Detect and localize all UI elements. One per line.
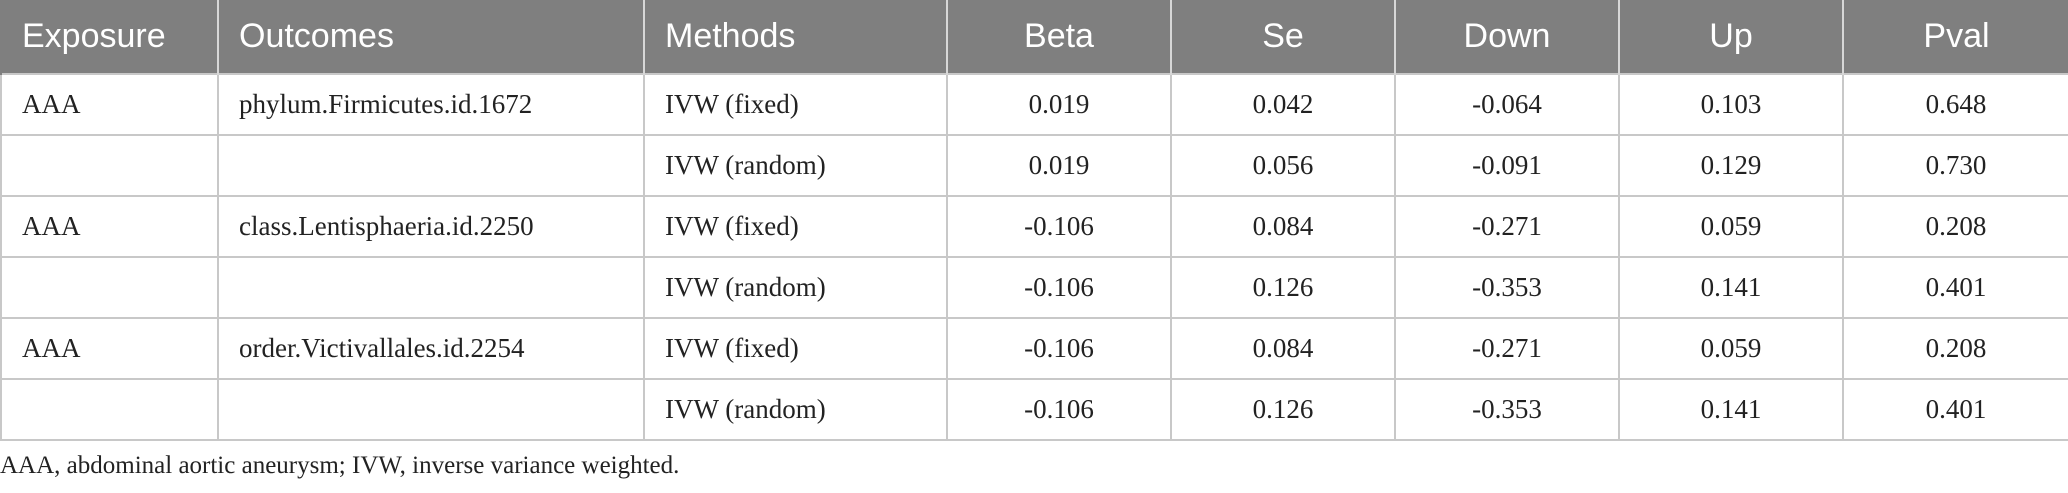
header-pval: Pval [1842,0,2068,74]
cell-up: 0.059 [1618,195,1844,258]
results-table: Exposure Outcomes Methods Beta Se Down U… [0,0,2068,441]
cell-down: -0.091 [1394,134,1620,197]
header-exposure: Exposure [0,0,218,74]
cell-down: -0.271 [1394,317,1620,380]
cell-outcome [217,134,645,197]
cell-beta: -0.106 [946,378,1172,441]
cell-exposure [0,134,219,197]
cell-beta: -0.106 [946,256,1172,319]
cell-exposure: AAA [0,317,219,380]
table-header: Exposure Outcomes Methods Beta Se Down U… [0,0,2068,74]
header-up: Up [1618,0,1843,74]
cell-method: IVW (fixed) [643,73,948,136]
table-row: AAA phylum.Firmicutes.id.1672 IVW (fixed… [0,73,2068,136]
table-row: AAA class.Lentisphaeria.id.2250 IVW (fix… [0,195,2068,258]
cell-up: 0.141 [1618,378,1844,441]
table-row: AAA order.Victivallales.id.2254 IVW (fix… [0,317,2068,380]
cell-exposure: AAA [0,73,219,136]
header-outcomes: Outcomes [217,0,644,74]
cell-method: IVW (random) [643,378,948,441]
header-se: Se [1170,0,1395,74]
table-row: IVW (random) -0.106 0.126 -0.353 0.141 0… [0,378,2068,441]
cell-pval: 0.401 [1842,256,2068,319]
cell-pval: 0.208 [1842,317,2068,380]
cell-method: IVW (random) [643,134,948,197]
cell-exposure [0,256,219,319]
cell-se: 0.084 [1170,317,1396,380]
cell-method: IVW (random) [643,256,948,319]
cell-outcome [217,256,645,319]
cell-pval: 0.648 [1842,73,2068,136]
cell-up: 0.059 [1618,317,1844,380]
cell-down: -0.353 [1394,256,1620,319]
cell-se: 0.056 [1170,134,1396,197]
cell-outcome: class.Lentisphaeria.id.2250 [217,195,645,258]
cell-down: -0.064 [1394,73,1620,136]
cell-se: 0.126 [1170,256,1396,319]
header-down: Down [1394,0,1619,74]
cell-beta: 0.019 [946,73,1172,136]
cell-outcome: phylum.Firmicutes.id.1672 [217,73,645,136]
cell-se: 0.084 [1170,195,1396,258]
cell-pval: 0.730 [1842,134,2068,197]
results-table-container: Exposure Outcomes Methods Beta Se Down U… [0,0,2068,441]
table-footnote: AAA, abdominal aortic aneurysm; IVW, inv… [0,452,680,479]
cell-method: IVW (fixed) [643,317,948,380]
cell-method: IVW (fixed) [643,195,948,258]
cell-pval: 0.208 [1842,195,2068,258]
cell-up: 0.141 [1618,256,1844,319]
cell-outcome: order.Victivallales.id.2254 [217,317,645,380]
header-beta: Beta [946,0,1171,74]
cell-beta: -0.106 [946,317,1172,380]
table-body: AAA phylum.Firmicutes.id.1672 IVW (fixed… [0,73,2068,441]
cell-beta: 0.019 [946,134,1172,197]
cell-outcome [217,378,645,441]
cell-exposure [0,378,219,441]
table-row: IVW (random) -0.106 0.126 -0.353 0.141 0… [0,256,2068,319]
cell-exposure: AAA [0,195,219,258]
header-methods: Methods [643,0,947,74]
cell-down: -0.353 [1394,378,1620,441]
cell-pval: 0.401 [1842,378,2068,441]
cell-se: 0.042 [1170,73,1396,136]
cell-up: 0.103 [1618,73,1844,136]
table-row: IVW (random) 0.019 0.056 -0.091 0.129 0.… [0,134,2068,197]
cell-se: 0.126 [1170,378,1396,441]
cell-beta: -0.106 [946,195,1172,258]
cell-down: -0.271 [1394,195,1620,258]
cell-up: 0.129 [1618,134,1844,197]
header-row: Exposure Outcomes Methods Beta Se Down U… [0,0,2068,74]
